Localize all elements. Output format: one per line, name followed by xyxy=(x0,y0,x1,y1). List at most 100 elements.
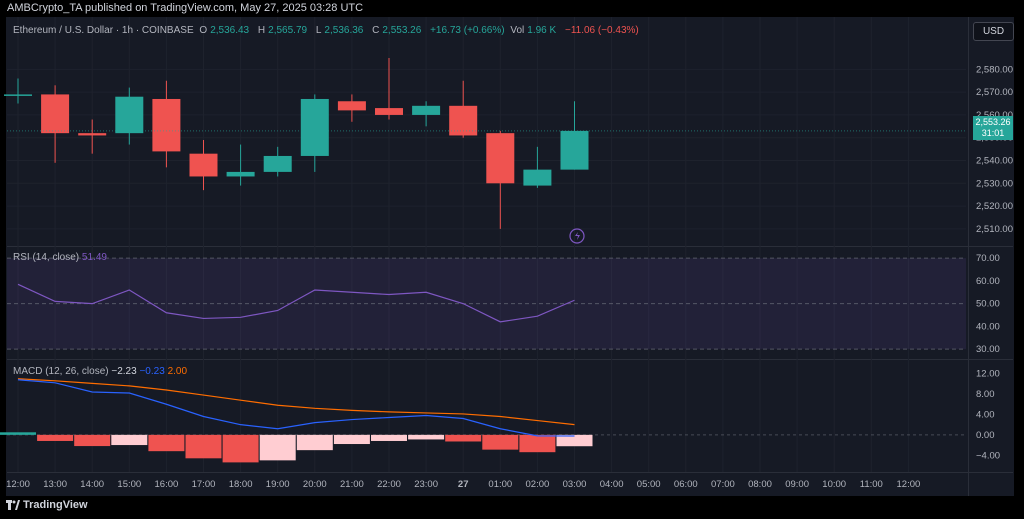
time-tick-label: 12:00 xyxy=(897,479,921,490)
volume-value: Vol 1.96 K xyxy=(510,25,557,36)
time-tick-label: 20:00 xyxy=(303,479,327,490)
time-tick-label: 02:00 xyxy=(526,479,550,490)
rsi-tick-label: 50.00 xyxy=(976,299,1000,310)
time-tick-label: 16:00 xyxy=(155,479,179,490)
time-tick-label: 03:00 xyxy=(563,479,587,490)
candle-body[interactable] xyxy=(41,94,70,134)
rsi-name: RSI (14, close) xyxy=(13,252,80,263)
time-tick-label: 12:00 xyxy=(6,479,30,490)
macd-histogram-bar[interactable] xyxy=(482,434,519,450)
macd-histogram-bar[interactable] xyxy=(111,434,148,446)
time-tick-label: 07:00 xyxy=(711,479,735,490)
time-tick-label: 15:00 xyxy=(117,479,141,490)
candle-body[interactable] xyxy=(226,171,255,177)
tradingview-logo[interactable]: TradingView xyxy=(6,499,88,511)
macd-tick-label: 8.00 xyxy=(976,389,995,400)
macd-legend[interactable]: MACD (12, 26, close) −2.23 −0.23 2.00 xyxy=(13,366,187,377)
macd-hist-value: −2.23 xyxy=(111,366,137,377)
last-price: 2,553.26 xyxy=(975,117,1011,127)
rsi-line[interactable] xyxy=(17,283,575,323)
time-tick-label: 01:00 xyxy=(488,479,512,490)
price-tick-label: 2,530.00 xyxy=(976,178,1013,189)
candle-body[interactable] xyxy=(189,153,218,177)
macd-histogram-bar[interactable] xyxy=(0,432,36,435)
change-value: +16.73 (+0.66%) xyxy=(430,25,505,36)
candle-body[interactable] xyxy=(486,133,515,184)
lightning-icon xyxy=(575,232,580,240)
chart-frame xyxy=(6,17,1014,496)
macd-histogram-bar[interactable] xyxy=(185,434,222,459)
macd-signal-line[interactable] xyxy=(17,378,575,426)
rsi-tick-label: 40.00 xyxy=(976,321,1000,332)
macd-histogram-bar[interactable] xyxy=(371,434,407,441)
macd-tick-label: −4.00 xyxy=(976,450,1000,461)
time-tick-label: 09:00 xyxy=(785,479,809,490)
tradingview-logo-icon xyxy=(6,500,20,511)
symbol-header: Ethereum / U.S. Dollar · 1h · COINBASE O… xyxy=(13,25,642,36)
time-tick-label: 19:00 xyxy=(266,479,290,490)
macd-histogram-bar[interactable] xyxy=(519,434,556,453)
volume-change: −11.06 (−0.43%) xyxy=(564,25,639,36)
low-value: L 2,536.36 xyxy=(315,25,364,36)
price-tick-label: 2,570.00 xyxy=(976,87,1013,98)
symbol-title: Ethereum / U.S. Dollar · 1h · COINBASE xyxy=(13,25,194,36)
macd-histogram-bar[interactable] xyxy=(445,434,482,442)
macd-histogram-bar[interactable] xyxy=(333,434,370,445)
macd-histogram-bar[interactable] xyxy=(408,434,445,440)
last-price-tag: 2,553.26 31:01 xyxy=(973,116,1013,140)
price-tick-label: 2,560.00 xyxy=(976,110,1013,121)
time-tick-label: 06:00 xyxy=(674,479,698,490)
time-tick-label: 10:00 xyxy=(822,479,846,490)
time-tick-label: 08:00 xyxy=(748,479,772,490)
macd-line-value: −0.23 xyxy=(139,366,165,377)
rsi-tick-label: 30.00 xyxy=(976,344,1000,355)
bar-countdown: 31:01 xyxy=(981,128,1005,138)
time-tick-label: 14:00 xyxy=(80,479,104,490)
time-tick-label: 23:00 xyxy=(414,479,438,490)
macd-histogram-bar[interactable] xyxy=(37,434,74,441)
time-tick-label: 13:00 xyxy=(43,479,67,490)
macd-signal-value: 2.00 xyxy=(167,366,188,377)
high-value: H 2,565.79 xyxy=(257,25,308,36)
candle-body[interactable] xyxy=(523,169,552,186)
time-tick-label: 11:00 xyxy=(860,479,883,490)
time-tick-label: 04:00 xyxy=(600,479,624,490)
time-tick-label: 18:00 xyxy=(229,479,253,490)
candle-body[interactable] xyxy=(560,130,589,170)
macd-histogram-bar[interactable] xyxy=(148,434,185,452)
price-tick-label: 2,510.00 xyxy=(976,224,1013,235)
candle-body[interactable] xyxy=(152,98,181,152)
time-tick-label: 27 xyxy=(458,479,469,490)
time-tick-label: 21:00 xyxy=(340,479,364,490)
time-tick-label: 22:00 xyxy=(377,479,401,490)
macd-line[interactable] xyxy=(17,379,575,437)
price-tick-label: 2,580.00 xyxy=(976,64,1013,75)
candle-body[interactable] xyxy=(115,96,144,134)
rsi-tick-label: 70.00 xyxy=(976,253,1000,264)
rsi-legend[interactable]: RSI (14, close) 51.49 xyxy=(13,252,107,263)
macd-histogram-bar[interactable] xyxy=(556,434,593,447)
time-tick-label: 17:00 xyxy=(192,479,216,490)
price-tick-label: 2,520.00 xyxy=(976,201,1013,212)
open-value: O 2,536.43 xyxy=(199,25,250,36)
attribution-text: AMBCrypto_TA published on TradingView.co… xyxy=(7,2,364,14)
time-tick-label: 05:00 xyxy=(637,479,661,490)
rsi-value: 51.49 xyxy=(81,252,107,263)
candle-body[interactable] xyxy=(263,155,292,172)
macd-histogram-bar[interactable] xyxy=(74,434,111,447)
tradingview-logo-text: TradingView xyxy=(23,499,88,511)
candle-body[interactable] xyxy=(412,105,441,115)
replay-icon[interactable] xyxy=(569,228,585,244)
macd-histogram-bar[interactable] xyxy=(222,434,259,463)
candle-body[interactable] xyxy=(4,94,32,96)
macd-histogram-bar[interactable] xyxy=(296,434,333,451)
macd-tick-label: 12.00 xyxy=(976,369,1000,380)
macd-histogram-bar[interactable] xyxy=(259,434,296,461)
candle-body[interactable] xyxy=(300,98,329,156)
candle-body[interactable] xyxy=(337,101,366,111)
currency-button[interactable]: USD xyxy=(973,22,1014,41)
candle-body[interactable] xyxy=(78,133,107,136)
candle-body[interactable] xyxy=(375,108,403,115)
